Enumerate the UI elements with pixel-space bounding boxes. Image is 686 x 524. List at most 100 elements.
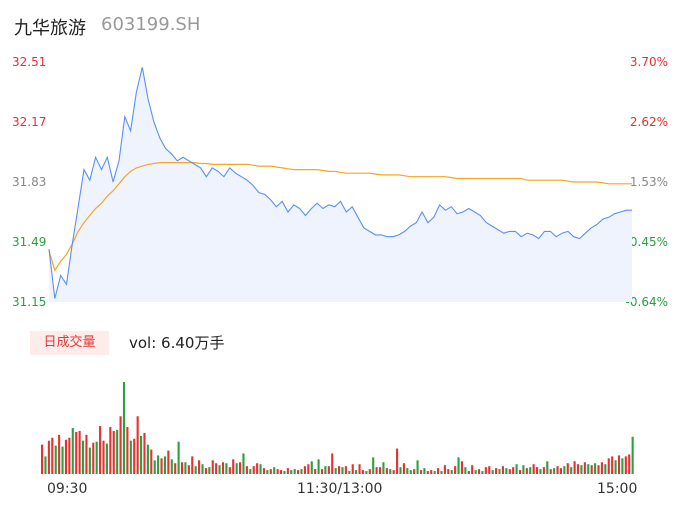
volume-bar [81,440,85,474]
volume-bar [61,446,64,474]
volume-bar [64,439,68,474]
volume-bar [546,461,549,474]
volume-bar [495,468,498,474]
volume-bar [539,469,542,474]
volume-bar [180,462,184,474]
volume-bar [300,469,303,474]
volume-bar [47,440,50,474]
volume-bar [481,471,484,474]
volume-bar [454,466,457,474]
volume-bar [153,460,156,474]
volume-bar [512,467,515,474]
volume-bar [68,437,71,474]
volume-bar [443,465,446,474]
pct-tick-1: 2.62% [629,115,668,129]
volume-bar [365,471,368,474]
volume-bar [109,427,112,474]
time-tick-close: 15:00 [597,481,638,497]
volume-bar [239,462,242,474]
volume-bar [307,464,310,474]
volume-bar [283,471,286,474]
volume-bar [563,466,566,474]
volume-bar [450,470,453,474]
volume-bar [245,466,248,474]
volume-bar [174,463,177,474]
price-area [49,67,632,302]
price-plot [48,67,632,302]
volume-bar [310,461,313,474]
volume-bar [580,465,583,474]
volume-bar [477,469,481,474]
volume-bar [85,434,88,474]
volume-bar [597,465,600,474]
volume-bar [126,427,129,474]
volume-plot [41,382,634,474]
pct-tick-2: 1.53% [629,175,668,189]
volume-bar [191,456,194,474]
volume-bar [146,444,149,474]
pct-tick-0: 3.70% [629,55,668,69]
volume-bar [409,470,412,474]
volume-bar [471,465,474,474]
price-tick-3: 31.49 [12,235,47,249]
volume-bar [474,470,477,474]
volume-bar [112,430,115,474]
volume-bar [351,464,354,474]
volume-bar [228,467,231,474]
volume-bar [334,468,337,474]
volume-bar [262,468,266,474]
volume-bar [389,469,392,474]
volume-bar [221,462,225,474]
volume-bar [232,459,235,474]
volume-bar [355,470,358,474]
volume-bar [413,469,416,474]
volume-bar [358,464,361,474]
volume-bar [259,464,262,474]
volume-bar [136,416,139,474]
volume-bar [157,455,160,474]
volume-bar [204,468,207,474]
volume-bar [378,467,382,474]
volume-bar [194,466,197,474]
volume-tab[interactable]: 日成交量 [30,331,109,355]
volume-bar [583,462,586,474]
volume-bar [368,469,371,474]
volume-bar [249,469,252,474]
volume-bar [447,469,450,474]
volume-bar [293,469,296,474]
volume-bar [119,416,122,474]
price-tick-4: 31.15 [12,295,47,309]
volume-bar [437,468,440,474]
volume-bar [559,468,563,474]
volume-bar [279,470,283,474]
volume-bar [133,438,136,474]
volume-bar [215,463,218,474]
price-tick-0: 32.51 [12,55,47,69]
volume-bar [327,466,330,474]
volume-bar [590,465,593,474]
volume-bar [392,470,395,474]
volume-bar [54,445,57,474]
volume-bar [385,468,388,474]
volume-bar [201,464,204,474]
volume-bar [276,469,279,474]
volume-bar [122,382,126,474]
volume-bar [406,468,409,474]
volume-bar [611,456,614,474]
volume-bar [252,466,255,474]
volume-bar [508,469,511,474]
volume-bar [594,463,597,474]
volume-bar [208,467,211,474]
volume-bar [430,470,433,474]
volume-bar [542,467,545,474]
volume-bar [75,431,78,474]
volume-bar [532,464,535,474]
volume-bar [604,464,607,474]
volume-bar [324,466,327,474]
time-tick-open: 09:30 [47,481,88,497]
volume-bar [99,426,102,474]
volume-bar [621,458,624,474]
volume-bar [536,467,539,474]
volume-bar [269,469,272,474]
volume-bar [95,441,98,474]
